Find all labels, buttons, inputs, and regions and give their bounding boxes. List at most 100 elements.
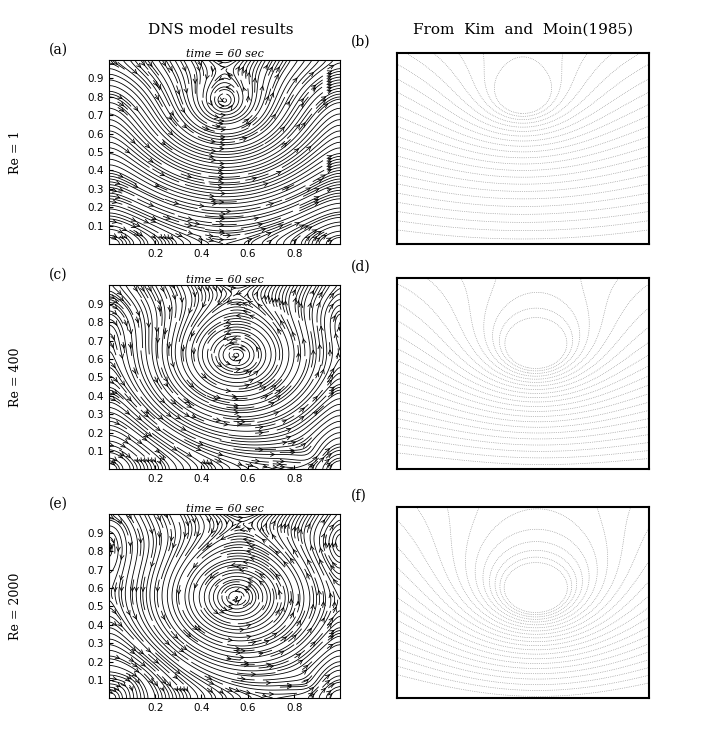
- FancyArrowPatch shape: [112, 688, 116, 692]
- FancyArrowPatch shape: [290, 448, 294, 453]
- FancyArrowPatch shape: [172, 652, 176, 656]
- FancyArrowPatch shape: [317, 590, 322, 595]
- FancyArrowPatch shape: [247, 371, 251, 375]
- FancyArrowPatch shape: [112, 622, 117, 626]
- FancyArrowPatch shape: [219, 689, 223, 693]
- FancyArrowPatch shape: [119, 234, 123, 238]
- FancyArrowPatch shape: [270, 298, 274, 302]
- FancyArrowPatch shape: [266, 295, 270, 300]
- FancyArrowPatch shape: [282, 524, 286, 529]
- FancyArrowPatch shape: [220, 175, 223, 179]
- FancyArrowPatch shape: [180, 298, 184, 302]
- FancyArrowPatch shape: [138, 538, 143, 543]
- FancyArrowPatch shape: [312, 88, 316, 92]
- FancyArrowPatch shape: [299, 303, 303, 308]
- FancyArrowPatch shape: [247, 541, 251, 545]
- FancyArrowPatch shape: [147, 433, 152, 436]
- FancyArrowPatch shape: [216, 125, 220, 128]
- FancyArrowPatch shape: [322, 97, 326, 101]
- FancyArrowPatch shape: [315, 238, 319, 242]
- FancyArrowPatch shape: [218, 177, 223, 181]
- FancyArrowPatch shape: [334, 333, 338, 338]
- FancyArrowPatch shape: [211, 68, 215, 72]
- FancyArrowPatch shape: [258, 304, 262, 308]
- FancyArrowPatch shape: [328, 350, 332, 354]
- FancyArrowPatch shape: [209, 680, 213, 684]
- FancyArrowPatch shape: [140, 287, 144, 291]
- Text: Re = 1: Re = 1: [9, 131, 22, 173]
- Title: time = 60 sec: time = 60 sec: [186, 275, 263, 285]
- FancyArrowPatch shape: [317, 303, 320, 307]
- FancyArrowPatch shape: [311, 605, 314, 609]
- FancyArrowPatch shape: [310, 694, 314, 698]
- FancyArrowPatch shape: [112, 310, 117, 315]
- FancyArrowPatch shape: [173, 295, 176, 299]
- FancyArrowPatch shape: [155, 95, 159, 100]
- FancyArrowPatch shape: [301, 123, 305, 127]
- FancyArrowPatch shape: [239, 516, 243, 520]
- FancyArrowPatch shape: [284, 187, 289, 191]
- FancyArrowPatch shape: [128, 344, 132, 348]
- FancyArrowPatch shape: [234, 397, 238, 401]
- FancyArrowPatch shape: [146, 648, 150, 652]
- FancyArrowPatch shape: [144, 413, 148, 417]
- FancyArrowPatch shape: [110, 61, 114, 65]
- FancyArrowPatch shape: [184, 532, 187, 536]
- FancyArrowPatch shape: [110, 391, 114, 395]
- FancyArrowPatch shape: [197, 67, 201, 71]
- FancyArrowPatch shape: [176, 415, 180, 419]
- FancyArrowPatch shape: [248, 578, 252, 581]
- FancyArrowPatch shape: [156, 587, 159, 591]
- FancyArrowPatch shape: [325, 675, 329, 679]
- FancyArrowPatch shape: [327, 82, 331, 85]
- FancyArrowPatch shape: [328, 465, 332, 469]
- FancyArrowPatch shape: [107, 689, 112, 693]
- FancyArrowPatch shape: [134, 231, 138, 236]
- FancyArrowPatch shape: [228, 73, 232, 77]
- FancyArrowPatch shape: [223, 607, 227, 611]
- FancyArrowPatch shape: [322, 689, 325, 692]
- FancyArrowPatch shape: [314, 199, 319, 203]
- FancyArrowPatch shape: [113, 377, 117, 382]
- FancyArrowPatch shape: [329, 525, 333, 529]
- FancyArrowPatch shape: [132, 672, 136, 677]
- FancyArrowPatch shape: [254, 217, 258, 221]
- FancyArrowPatch shape: [298, 529, 303, 534]
- FancyArrowPatch shape: [284, 562, 288, 566]
- FancyArrowPatch shape: [304, 680, 308, 683]
- FancyArrowPatch shape: [322, 602, 325, 606]
- FancyArrowPatch shape: [246, 624, 251, 628]
- FancyArrowPatch shape: [220, 215, 223, 219]
- FancyArrowPatch shape: [143, 433, 148, 437]
- FancyArrowPatch shape: [244, 538, 248, 541]
- FancyArrowPatch shape: [235, 601, 239, 605]
- FancyArrowPatch shape: [328, 694, 332, 698]
- FancyArrowPatch shape: [134, 107, 138, 110]
- FancyArrowPatch shape: [241, 420, 245, 424]
- FancyArrowPatch shape: [263, 396, 267, 400]
- FancyArrowPatch shape: [185, 521, 190, 526]
- FancyArrowPatch shape: [139, 650, 143, 654]
- FancyArrowPatch shape: [173, 634, 178, 638]
- Text: (b): (b): [351, 35, 371, 49]
- FancyArrowPatch shape: [282, 143, 286, 147]
- FancyArrowPatch shape: [191, 414, 196, 418]
- FancyArrowPatch shape: [112, 234, 117, 237]
- FancyArrowPatch shape: [292, 527, 296, 531]
- FancyArrowPatch shape: [141, 457, 145, 462]
- FancyArrowPatch shape: [137, 416, 141, 420]
- FancyArrowPatch shape: [115, 655, 119, 659]
- FancyArrowPatch shape: [215, 115, 219, 119]
- FancyArrowPatch shape: [261, 228, 265, 232]
- FancyArrowPatch shape: [198, 287, 201, 291]
- FancyArrowPatch shape: [226, 389, 230, 393]
- FancyArrowPatch shape: [278, 329, 282, 333]
- FancyArrowPatch shape: [329, 636, 333, 640]
- FancyArrowPatch shape: [168, 131, 173, 134]
- FancyArrowPatch shape: [208, 460, 212, 464]
- FancyArrowPatch shape: [216, 520, 220, 525]
- FancyArrowPatch shape: [193, 292, 197, 297]
- FancyArrowPatch shape: [251, 556, 255, 560]
- FancyArrowPatch shape: [246, 123, 251, 127]
- FancyArrowPatch shape: [308, 464, 312, 468]
